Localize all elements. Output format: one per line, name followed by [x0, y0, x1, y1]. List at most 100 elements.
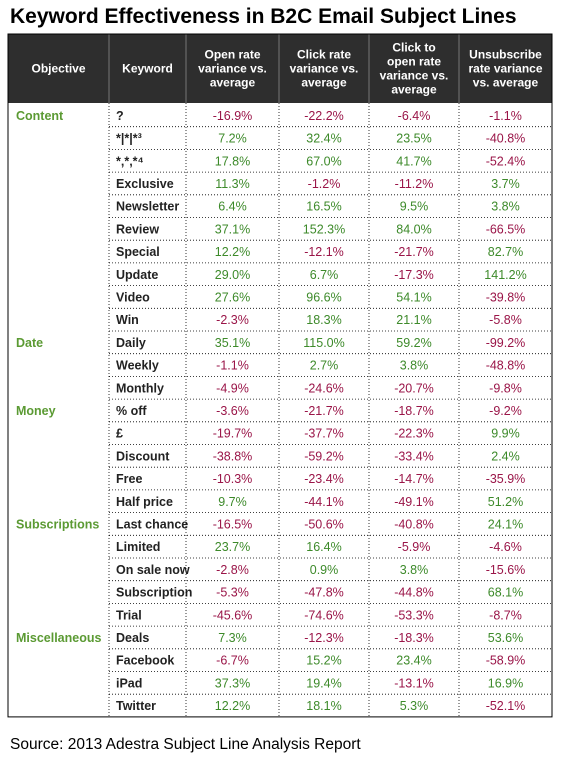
value-cell: 24.1%	[488, 517, 523, 531]
value-cell: 32.4%	[306, 132, 341, 146]
column-header: Keyword	[122, 62, 173, 76]
value-cell: -14.7%	[394, 472, 434, 486]
value-cell: -22.3%	[394, 427, 434, 441]
keyword-label: Last chance	[116, 517, 188, 531]
value-cell: 84.0%	[396, 222, 431, 236]
value-cell: -50.6%	[304, 517, 344, 531]
value-cell: 37.1%	[215, 222, 250, 236]
value-cell: -58.9%	[486, 654, 526, 668]
value-cell: 96.6%	[306, 290, 341, 304]
value-cell: 3.8%	[400, 359, 429, 373]
objective-label: Date	[16, 336, 43, 350]
value-cell: 16.5%	[306, 200, 341, 214]
value-cell: -16.5%	[213, 517, 253, 531]
value-cell: -1.2%	[308, 177, 341, 191]
value-cell: -5.9%	[398, 540, 431, 554]
keyword-label: Limited	[116, 540, 160, 554]
value-cell: -66.5%	[486, 222, 526, 236]
value-cell: 17.8%	[215, 154, 250, 168]
value-cell: -11.2%	[395, 177, 434, 191]
value-cell: 41.7%	[396, 154, 431, 168]
value-cell: -16.9%	[213, 109, 253, 123]
value-cell: 37.3%	[215, 676, 250, 690]
value-cell: -49.1%	[394, 495, 434, 509]
keyword-label: Video	[116, 290, 150, 304]
value-cell: 35.1%	[215, 336, 250, 350]
value-cell: -44.8%	[394, 586, 434, 600]
value-cell: -99.2%	[486, 336, 526, 350]
keyword-label: On sale now	[116, 563, 190, 577]
value-cell: 59.2%	[396, 336, 431, 350]
value-cell: -10.3%	[213, 472, 253, 486]
column-header: Open rate variance vs. average	[198, 48, 267, 90]
value-cell: -39.8%	[486, 290, 526, 304]
objective-label: Money	[16, 404, 56, 418]
value-cell: -8.7%	[489, 608, 522, 622]
column-header-line: vs. average	[473, 76, 539, 90]
column-header-line: average	[301, 76, 347, 90]
value-cell: 29.0%	[215, 268, 250, 282]
value-cell: -13.1%	[394, 676, 434, 690]
value-cell: 27.6%	[215, 290, 250, 304]
value-cell: 152.3%	[303, 222, 345, 236]
value-cell: -37.7%	[304, 427, 344, 441]
value-cell: -4.9%	[216, 381, 249, 395]
value-cell: 3.8%	[491, 200, 520, 214]
value-cell: -2.3%	[216, 313, 249, 327]
column-header-line: Open rate	[204, 48, 260, 62]
value-cell: -33.4%	[394, 449, 434, 463]
value-cell: 23.7%	[215, 540, 250, 554]
value-cell: 15.2%	[306, 654, 341, 668]
value-cell: -9.8%	[489, 381, 522, 395]
keyword-label: Newsletter	[116, 200, 179, 214]
value-cell: -48.8%	[486, 359, 526, 373]
value-cell: 9.7%	[218, 495, 247, 509]
column-header: Objective	[31, 62, 85, 76]
value-cell: 0.9%	[310, 563, 339, 577]
value-cell: 6.4%	[218, 200, 247, 214]
column-header-line: Click to	[392, 41, 435, 55]
value-cell: -5.3%	[216, 586, 249, 600]
value-cell: 16.4%	[306, 540, 341, 554]
value-cell: 141.2%	[484, 268, 526, 282]
keyword-label: Weekly	[116, 359, 159, 373]
value-cell: 18.3%	[306, 313, 341, 327]
keyword-label: Special	[116, 245, 160, 259]
value-cell: -18.7%	[394, 404, 434, 418]
keyword-label: Win	[116, 313, 139, 327]
header-background	[8, 34, 552, 103]
column-header-line: Unsubscribe	[469, 48, 542, 62]
column-header-line: rate variance	[468, 62, 542, 76]
value-cell: 9.9%	[491, 427, 520, 441]
value-cell: 12.2%	[215, 699, 250, 713]
column-header-line: variance vs.	[290, 62, 359, 76]
value-cell: 7.2%	[218, 132, 247, 146]
value-cell: -38.8%	[213, 449, 253, 463]
value-cell: 51.2%	[488, 495, 523, 509]
value-cell: 11.3%	[215, 177, 250, 191]
objective-label: Content	[16, 109, 64, 123]
value-cell: -3.6%	[216, 404, 249, 418]
value-cell: -23.4%	[304, 472, 344, 486]
keyword-label: Discount	[116, 449, 170, 463]
value-cell: -40.8%	[486, 132, 526, 146]
value-cell: -45.6%	[213, 608, 253, 622]
value-cell: 67.0%	[306, 154, 341, 168]
value-cell: -24.6%	[304, 381, 344, 395]
keyword-label: Free	[116, 472, 142, 486]
keyword-label: Facebook	[116, 654, 174, 668]
value-cell: 5.3%	[400, 699, 429, 713]
value-cell: 18.1%	[306, 699, 341, 713]
keyword-label: Subscription	[116, 586, 192, 600]
keyword-label: *,*,*⁴	[116, 154, 144, 168]
value-cell: 19.4%	[306, 676, 341, 690]
value-cell: -21.7%	[304, 404, 344, 418]
value-cell: 21.1%	[396, 313, 431, 327]
column-header: Click rate variance vs. average	[290, 48, 359, 90]
value-cell: -15.6%	[486, 563, 526, 577]
value-cell: -35.9%	[486, 472, 526, 486]
value-cell: -52.1%	[486, 699, 526, 713]
objective-label: Miscellaneous	[16, 631, 101, 645]
value-cell: 16.9%	[488, 676, 523, 690]
keyword-label: Exclusive	[116, 177, 174, 191]
